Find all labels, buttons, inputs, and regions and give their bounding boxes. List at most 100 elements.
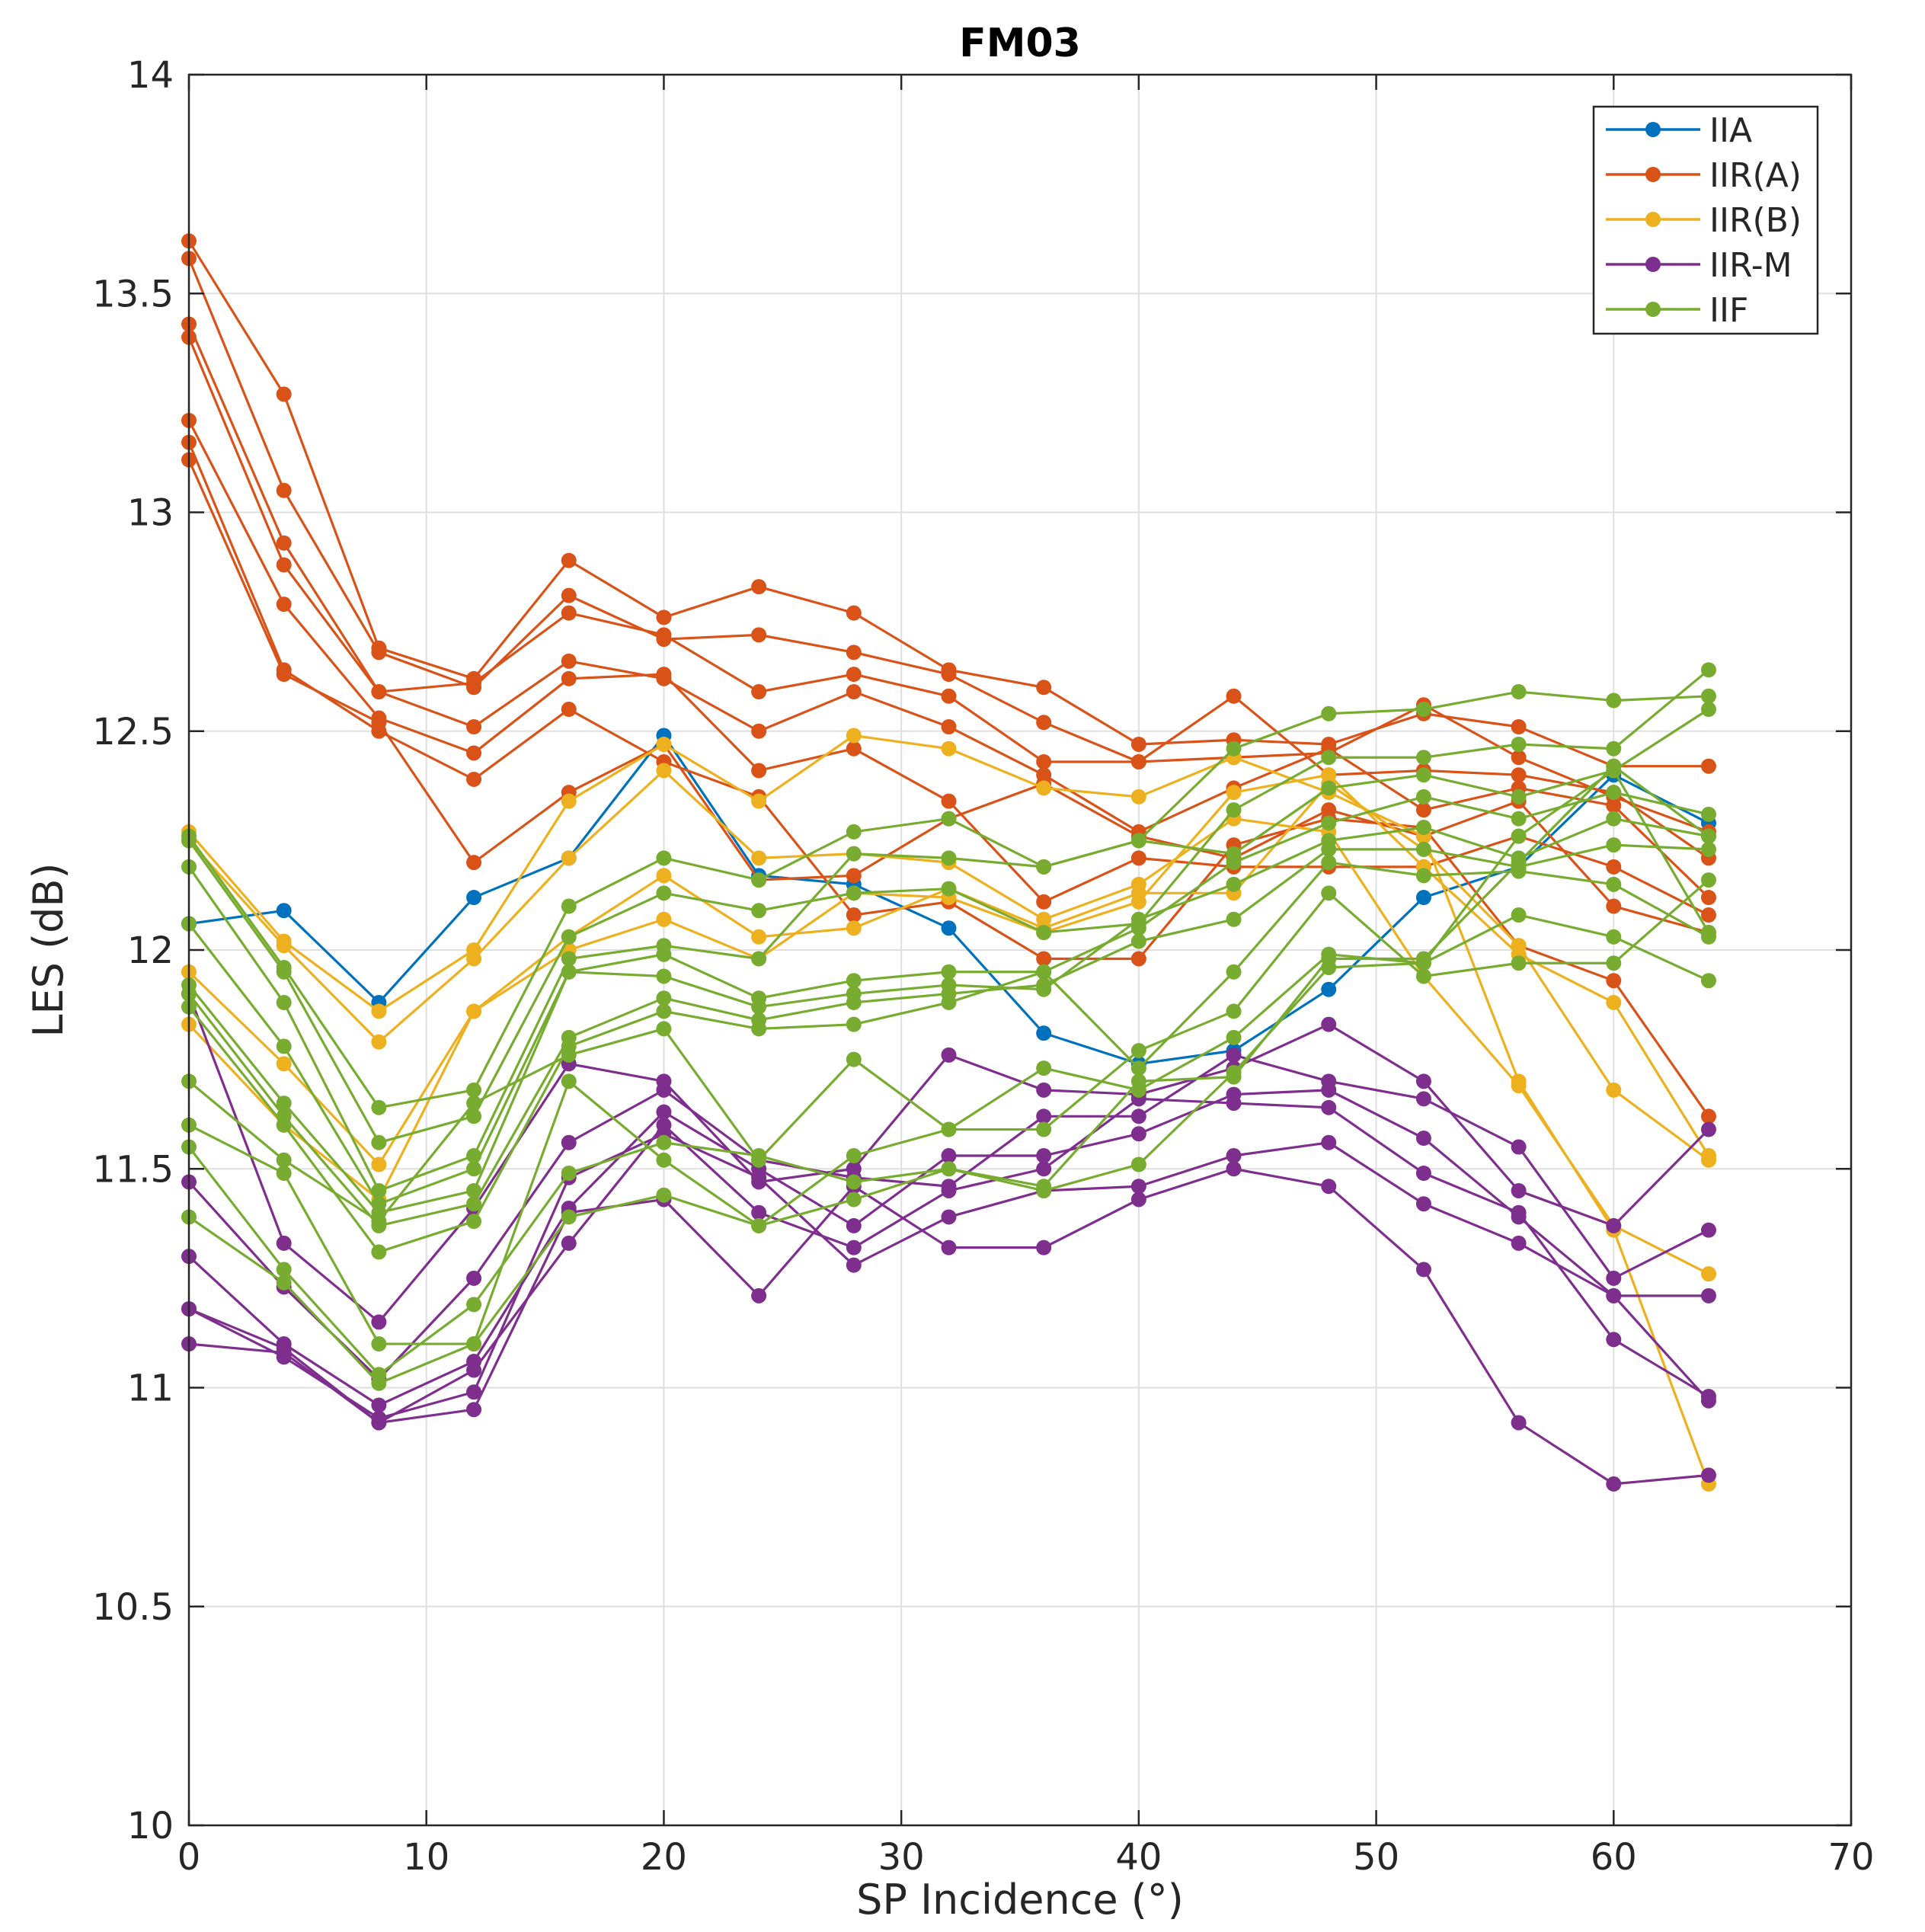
- data-point: [1415, 841, 1431, 857]
- x-tick-label: 60: [1591, 1836, 1637, 1879]
- data-point: [1130, 1108, 1146, 1124]
- data-point: [561, 1047, 577, 1063]
- data-point: [656, 850, 672, 866]
- data-point: [561, 605, 577, 621]
- data-point: [466, 675, 482, 691]
- data-point: [1700, 890, 1716, 906]
- data-point: [1415, 1131, 1431, 1147]
- data-point: [846, 728, 862, 744]
- data-point: [751, 1204, 767, 1220]
- data-point: [751, 1217, 767, 1233]
- data-point: [1606, 811, 1622, 827]
- data-point: [1036, 964, 1052, 980]
- data-point: [941, 994, 957, 1010]
- data-point: [1415, 788, 1431, 804]
- data-point: [1606, 859, 1622, 875]
- data-point: [1226, 1047, 1242, 1063]
- data-point: [371, 1134, 387, 1150]
- data-point: [941, 1121, 957, 1137]
- data-point: [276, 1038, 292, 1054]
- data-point: [276, 1262, 292, 1278]
- data-point: [1036, 780, 1052, 796]
- tick-marks: [187, 73, 1853, 1827]
- x-tick-label: 50: [1353, 1836, 1399, 1879]
- data-point: [1511, 788, 1527, 804]
- legend-label: IIR(B): [1709, 201, 1802, 240]
- data-point: [561, 964, 577, 980]
- data-point: [1226, 785, 1242, 801]
- data-point: [1511, 719, 1527, 735]
- data-point: [1415, 750, 1431, 766]
- data-point: [466, 1336, 482, 1352]
- data-point: [1036, 715, 1052, 731]
- data-point: [561, 1165, 577, 1181]
- data-point: [276, 994, 292, 1010]
- data-point: [1700, 1467, 1716, 1483]
- data-point: [751, 1169, 767, 1185]
- y-tick-label: 10: [127, 1805, 174, 1847]
- data-point: [1036, 1179, 1052, 1195]
- data-point: [1415, 1165, 1431, 1181]
- data-point: [1130, 753, 1146, 769]
- data-point: [1226, 1069, 1242, 1085]
- y-tick-label: 13: [127, 492, 174, 535]
- data-point: [371, 1375, 387, 1391]
- data-point: [1511, 811, 1527, 827]
- data-point: [466, 771, 482, 787]
- data-point: [1511, 855, 1527, 871]
- data-point: [1130, 1043, 1146, 1059]
- data-point: [846, 605, 862, 621]
- data-point: [751, 793, 767, 809]
- data-point: [941, 964, 957, 980]
- data-point: [561, 702, 577, 718]
- data-point: [846, 973, 862, 989]
- data-point: [656, 990, 672, 1006]
- series-IIF-11: [181, 758, 1716, 1391]
- data-point: [751, 903, 767, 919]
- data-point: [371, 1244, 387, 1260]
- data-point: [941, 719, 957, 735]
- data-point: [276, 1165, 292, 1181]
- data-point: [941, 881, 957, 897]
- legend-label: IIF: [1709, 291, 1748, 330]
- data-point: [1700, 1148, 1716, 1164]
- y-axis-label: LES (dB): [24, 862, 72, 1037]
- data-point: [846, 740, 862, 756]
- data-point: [656, 609, 672, 625]
- data-point: [846, 645, 862, 661]
- data-point: [1700, 702, 1716, 718]
- legend-label: IIR(A): [1709, 156, 1802, 195]
- data-point: [1511, 684, 1527, 700]
- data-point: [1226, 876, 1242, 892]
- y-tick-label: 14: [127, 54, 174, 97]
- legend-swatch-marker: [1645, 122, 1661, 137]
- data-point: [1036, 859, 1052, 875]
- y-tick-label: 12.5: [92, 711, 174, 753]
- data-point: [846, 824, 862, 840]
- data-point: [656, 1104, 672, 1120]
- x-tick-label: 10: [403, 1836, 449, 1879]
- data-point: [1511, 750, 1527, 766]
- data-point: [276, 964, 292, 980]
- data-point: [846, 994, 862, 1010]
- data-point: [1511, 1182, 1527, 1198]
- data-point: [561, 793, 577, 809]
- data-point: [1226, 1029, 1242, 1045]
- data-point: [1321, 750, 1337, 766]
- data-point: [1130, 951, 1146, 967]
- data-point: [941, 793, 957, 809]
- x-tick-label: 0: [177, 1836, 201, 1879]
- data-point: [371, 1099, 387, 1115]
- data-point: [1606, 929, 1622, 945]
- data-point: [846, 1174, 862, 1190]
- data-point: [466, 1161, 482, 1177]
- legend-item-IIA: IIA: [1606, 111, 1752, 150]
- data-point: [561, 670, 577, 686]
- data-point: [941, 920, 957, 936]
- data-point: [941, 850, 957, 866]
- data-point: [1321, 815, 1337, 831]
- data-point: [1321, 802, 1337, 818]
- data-point: [1130, 894, 1146, 910]
- data-point: [561, 552, 577, 568]
